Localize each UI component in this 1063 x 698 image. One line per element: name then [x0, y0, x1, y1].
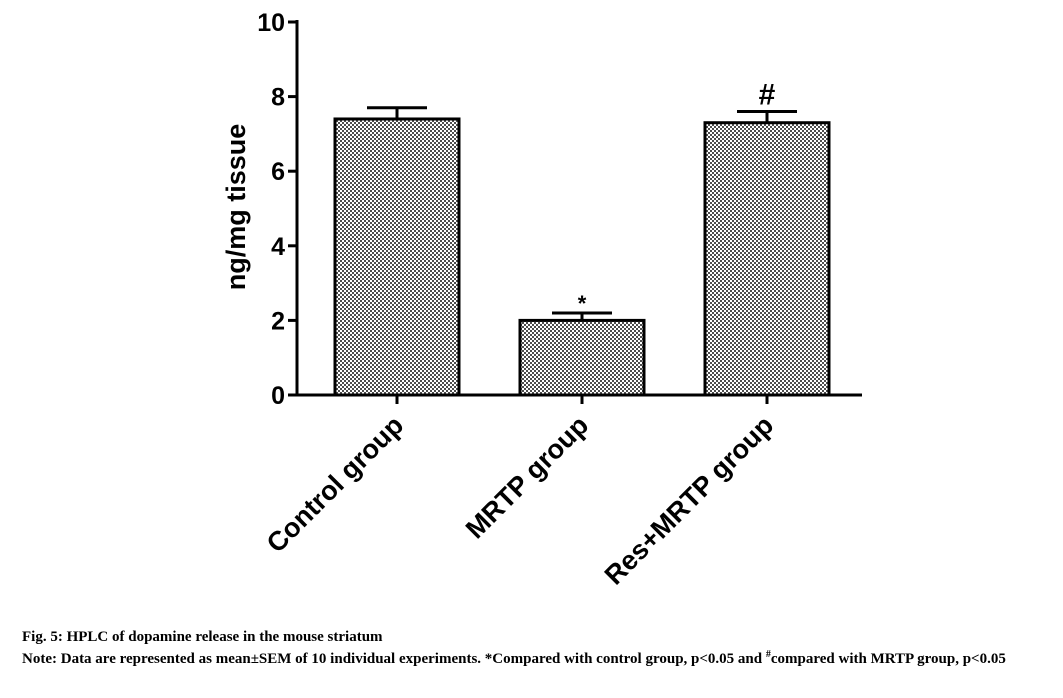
y-tick-label: 4 [271, 233, 285, 261]
figure-caption-note: Note: Data are represented as mean±SEM o… [22, 649, 1058, 669]
y-ticks: 0 2 4 6 8 10 [257, 9, 297, 410]
y-tick-label: 2 [271, 307, 285, 335]
significance-marker: # [759, 79, 776, 112]
y-tick-label: 0 [271, 382, 285, 410]
y-tick-label: 8 [271, 84, 285, 112]
bars-layer: *# [333, 79, 831, 397]
caption-note-text-2: compared with MRTP group, p<0.05 [770, 651, 1006, 667]
x-tick-label: Res+MRTP group [599, 410, 780, 591]
y-tick-label: 6 [271, 158, 285, 186]
bar [333, 117, 461, 397]
significance-marker: * [578, 291, 587, 316]
figure-caption-title: Fig. 5: HPLC of dopamine release in the … [22, 629, 383, 645]
y-tick-label: 10 [257, 9, 285, 37]
bar [703, 121, 831, 397]
bar [518, 318, 646, 397]
x-tick-label: MRTP group [460, 410, 594, 544]
x-tick-label: Control group [261, 410, 409, 558]
caption-note-superscript: # [765, 649, 771, 660]
x-tick-labels: Control group MRTP group Res+MRTP group [261, 395, 779, 591]
y-axis-label: ng/mg tissue [221, 124, 251, 291]
caption-note-text-1: Note: Data are represented as mean±SEM o… [22, 651, 766, 667]
